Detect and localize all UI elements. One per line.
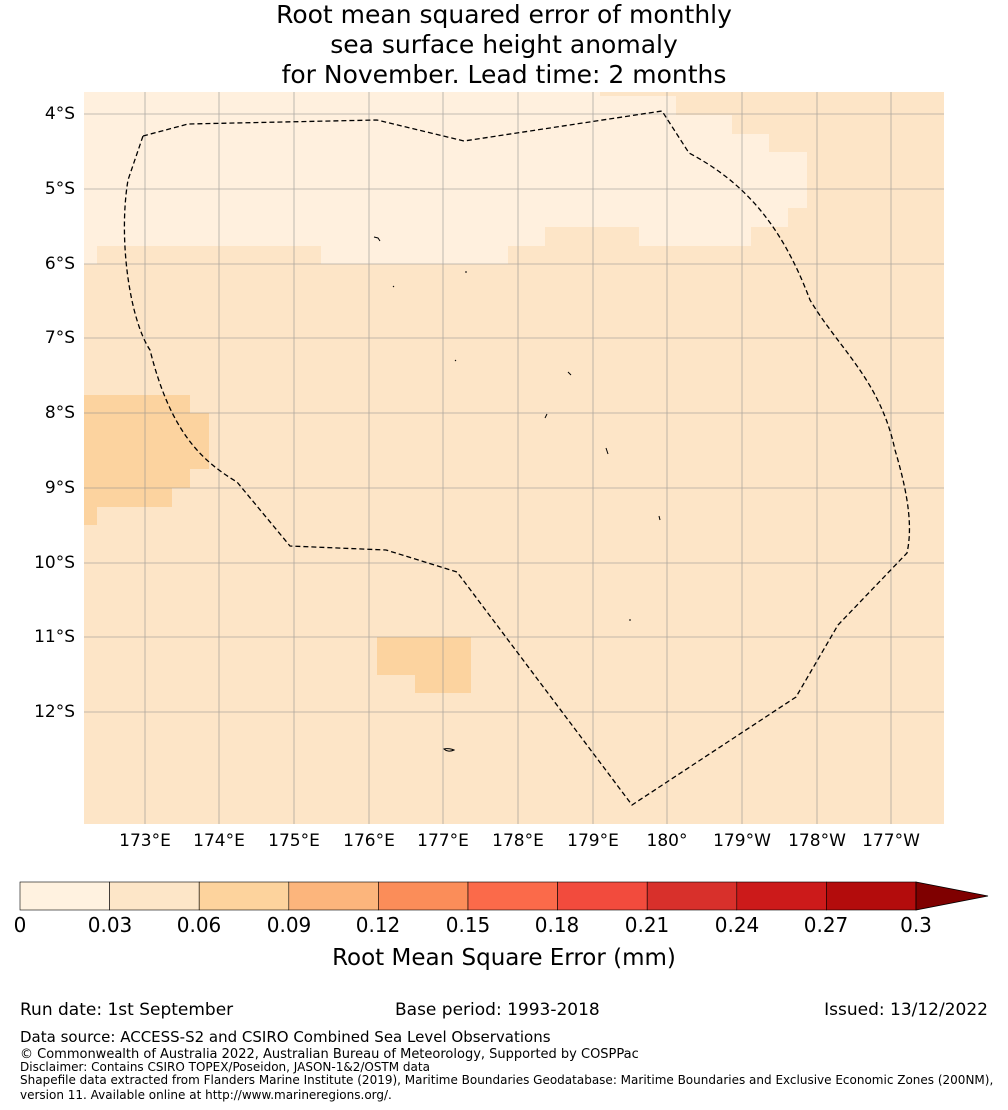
colorbar-tick: 0.18	[534, 913, 580, 937]
data-source: Data source: ACCESS-S2 and CSIRO Combine…	[20, 1028, 551, 1046]
colorbar-cell	[467, 881, 558, 911]
lon-label: 176°E	[343, 831, 395, 851]
island	[658, 515, 661, 521]
lon-label: 174°E	[193, 831, 245, 851]
island	[605, 447, 609, 455]
lat-label: 12°S	[34, 702, 75, 722]
colorbar-tick: 0.03	[87, 913, 133, 937]
shapefile-credit-line-2: version 11. Available online at http://w…	[20, 1088, 392, 1102]
colorbar-cell	[736, 881, 827, 911]
issued-date: Issued: 13/12/2022	[824, 1000, 988, 1020]
colorbar-tick: 0.27	[803, 913, 849, 937]
island	[544, 413, 548, 419]
lat-label: 7°S	[44, 328, 75, 348]
colorbar-cell	[557, 881, 648, 911]
copyright: © Commonwealth of Australia 2022, Austra…	[20, 1047, 639, 1062]
colorbar-tick: 0	[13, 913, 27, 937]
title-line-1: Root mean squared error of monthly	[276, 0, 732, 29]
lon-label: 179°W	[713, 831, 771, 851]
field-low-region-top-right	[600, 92, 676, 96]
colorbar-cell	[288, 881, 379, 911]
island	[454, 359, 457, 362]
colorbar-cell	[646, 881, 738, 911]
map-gridlines	[84, 92, 944, 824]
colorbar-cell	[198, 881, 290, 911]
title-line-3: for November. Lead time: 2 months	[281, 60, 727, 89]
colorbar-cell	[109, 881, 200, 911]
colorbar-label: Root Mean Square Error (mm)	[332, 945, 676, 971]
lat-label: 8°S	[44, 403, 75, 423]
lon-label: 179°E	[567, 831, 619, 851]
field-high-region-west	[84, 395, 209, 525]
lat-label: 9°S	[44, 478, 75, 498]
rmse-field	[84, 92, 944, 824]
title-line-2: sea surface height anomaly	[330, 30, 678, 59]
lat-label: 4°S	[44, 104, 75, 124]
chart-title: Root mean squared error of monthly sea s…	[0, 0, 1008, 90]
colorbar-tick: 0.09	[266, 913, 312, 937]
disclaimer: Disclaimer: Contains CSIRO TOPEX/Poseido…	[20, 1060, 430, 1074]
lat-label: 6°S	[44, 254, 75, 274]
islands	[373, 236, 661, 752]
eez-boundary	[123, 110, 911, 806]
colorbar-cells	[19, 881, 917, 911]
lat-label: 10°S	[34, 553, 75, 573]
lon-label: 178°W	[788, 831, 846, 851]
run-date: Run date: 1st September	[20, 1000, 234, 1020]
field-high-region-south	[377, 637, 471, 693]
island	[443, 748, 456, 752]
colorbar-cell	[378, 881, 469, 911]
island	[373, 236, 381, 242]
colorbar-cell	[826, 881, 917, 911]
lat-label: 11°S	[34, 627, 75, 647]
colorbar-tick: 0.12	[355, 913, 401, 937]
lon-label: 177°E	[417, 831, 469, 851]
island	[567, 371, 572, 376]
lon-label: 177°W	[862, 831, 920, 851]
colorbar-cell	[19, 881, 110, 911]
colorbar-tick: 0.24	[714, 913, 760, 937]
island	[392, 285, 395, 288]
field-low-region-north	[84, 92, 807, 264]
colorbar-tick: 0.06	[176, 913, 222, 937]
lon-label: 173°E	[119, 831, 171, 851]
colorbar-tick: 0.15	[445, 913, 491, 937]
colorbar-tick: 0.21	[624, 913, 670, 937]
colorbar	[19, 881, 989, 911]
shapefile-credit-line-1: Shapefile data extracted from Flanders M…	[20, 1073, 994, 1087]
lon-label: 180°	[646, 831, 688, 851]
colorbar-tick: 0.3	[900, 913, 932, 937]
base-period: Base period: 1993-2018	[395, 1000, 600, 1020]
lon-label: 175°E	[268, 831, 320, 851]
lon-label: 178°E	[492, 831, 544, 851]
lat-label: 5°S	[44, 179, 75, 199]
colorbar-extend-arrow	[915, 881, 989, 911]
